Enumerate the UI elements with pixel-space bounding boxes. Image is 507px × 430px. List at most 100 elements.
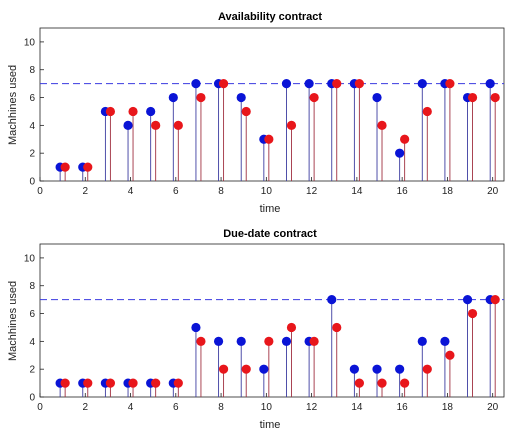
x-tick-label: 20 bbox=[487, 402, 499, 413]
marker-series-a bbox=[213, 336, 224, 346]
marker-series-a bbox=[327, 295, 337, 305]
x-tick-label: 14 bbox=[351, 402, 363, 413]
x-tick-label: 0 bbox=[37, 402, 43, 413]
marker-series-b bbox=[286, 322, 297, 333]
axes-box bbox=[39, 27, 505, 182]
marker-series-b bbox=[241, 106, 251, 117]
marker-series-b bbox=[60, 378, 70, 388]
y-tick-label: 4 bbox=[29, 337, 35, 348]
marker-series-b bbox=[196, 336, 206, 346]
marker-series-b bbox=[422, 364, 432, 374]
marker-series-b bbox=[264, 336, 274, 346]
x-tick-label: 0 bbox=[37, 186, 43, 197]
y-tick-label: 6 bbox=[29, 309, 35, 320]
marker-series-b bbox=[105, 106, 116, 117]
marker-series-b bbox=[354, 378, 364, 388]
marker-series-b bbox=[286, 120, 297, 130]
chart-title: Due-date contract bbox=[223, 228, 317, 240]
marker-series-b bbox=[490, 295, 500, 305]
y-tick-label: 4 bbox=[29, 121, 35, 132]
marker-series-a bbox=[462, 295, 473, 305]
marker-series-b bbox=[218, 79, 229, 89]
marker-series-b bbox=[264, 134, 274, 144]
x-tick-label: 2 bbox=[82, 402, 88, 413]
marker-series-b bbox=[151, 120, 161, 130]
x-tick-label: 8 bbox=[218, 186, 224, 197]
x-axis-label: time bbox=[260, 203, 281, 215]
marker-series-b bbox=[128, 378, 138, 388]
marker-series-a bbox=[259, 364, 269, 374]
marker-series-a bbox=[440, 336, 450, 346]
plot-due-date: Due-date contract time Machhines used 0 2… bbox=[7, 228, 505, 430]
marker-series-b bbox=[332, 79, 342, 89]
x-tick-label: 16 bbox=[397, 186, 409, 197]
x-tick-label: 6 bbox=[173, 402, 179, 413]
plot-availability: Availability contract time Machhines use… bbox=[7, 11, 505, 215]
marker-series-a bbox=[485, 79, 495, 89]
marker-series-b bbox=[377, 120, 387, 130]
marker-series-b bbox=[400, 134, 410, 144]
x-tick-label: 18 bbox=[442, 186, 454, 197]
marker-series-a bbox=[395, 364, 405, 374]
y-tick-label: 8 bbox=[29, 65, 35, 76]
marker-series-b bbox=[445, 79, 455, 89]
x-tick-label: 4 bbox=[128, 402, 134, 413]
y-tick-label: 10 bbox=[24, 253, 36, 264]
marker-series-b bbox=[173, 378, 183, 388]
y-tick-label: 2 bbox=[29, 365, 35, 376]
x-tick-label: 6 bbox=[173, 186, 179, 197]
y-tick-label: 0 bbox=[29, 393, 35, 404]
marker-series-b bbox=[332, 322, 342, 333]
x-tick-label: 10 bbox=[261, 402, 273, 413]
marker-series-b bbox=[196, 92, 206, 103]
x-tick-label: 12 bbox=[306, 186, 318, 197]
marker-series-b bbox=[105, 378, 116, 388]
marker-series-b bbox=[490, 92, 500, 103]
marker-series-a bbox=[395, 148, 405, 158]
y-tick-label: 2 bbox=[29, 149, 35, 160]
marker-series-b bbox=[354, 79, 364, 89]
marker-series-a bbox=[191, 79, 201, 89]
marker-series-a bbox=[372, 364, 382, 374]
marker-series-a bbox=[417, 336, 427, 346]
marker-series-b bbox=[83, 378, 93, 388]
marker-series-a bbox=[281, 79, 292, 89]
x-tick-label: 16 bbox=[397, 402, 409, 413]
marker-series-b bbox=[400, 378, 410, 388]
marker-series-b bbox=[445, 350, 455, 360]
x-tick-label: 2 bbox=[82, 186, 88, 197]
marker-series-a bbox=[417, 79, 427, 89]
axes-box bbox=[39, 243, 505, 398]
marker-series-b bbox=[377, 378, 387, 388]
x-tick-label: 4 bbox=[128, 186, 134, 197]
x-axis-label: time bbox=[260, 419, 281, 430]
marker-series-a bbox=[372, 92, 382, 103]
y-tick-label: 8 bbox=[29, 281, 35, 292]
marker-series-b bbox=[83, 162, 93, 172]
y-tick-label: 0 bbox=[29, 177, 35, 188]
marker-series-a bbox=[146, 106, 156, 117]
marker-series-a bbox=[304, 79, 314, 89]
marker-series-a bbox=[281, 336, 292, 346]
chart-title: Availability contract bbox=[218, 11, 322, 23]
marker-series-a bbox=[191, 322, 201, 333]
x-tick-label: 12 bbox=[306, 402, 318, 413]
marker-series-a bbox=[123, 120, 133, 130]
marker-series-b bbox=[151, 378, 161, 388]
marker-series-b bbox=[467, 92, 478, 103]
marker-series-a bbox=[236, 336, 246, 346]
x-tick-label: 8 bbox=[218, 402, 224, 413]
y-axis-label: Machhines used bbox=[7, 281, 19, 361]
marker-series-b bbox=[241, 364, 251, 374]
x-tick-label: 10 bbox=[261, 186, 273, 197]
marker-series-b bbox=[60, 162, 70, 172]
marker-series-b bbox=[173, 120, 183, 130]
x-tick-label: 14 bbox=[351, 186, 363, 197]
marker-series-b bbox=[218, 364, 229, 374]
x-tick-label: 18 bbox=[442, 402, 454, 413]
marker-series-a bbox=[349, 364, 359, 374]
marker-series-b bbox=[309, 336, 319, 346]
y-tick-label: 10 bbox=[24, 37, 36, 48]
x-tick-label: 20 bbox=[487, 186, 499, 197]
